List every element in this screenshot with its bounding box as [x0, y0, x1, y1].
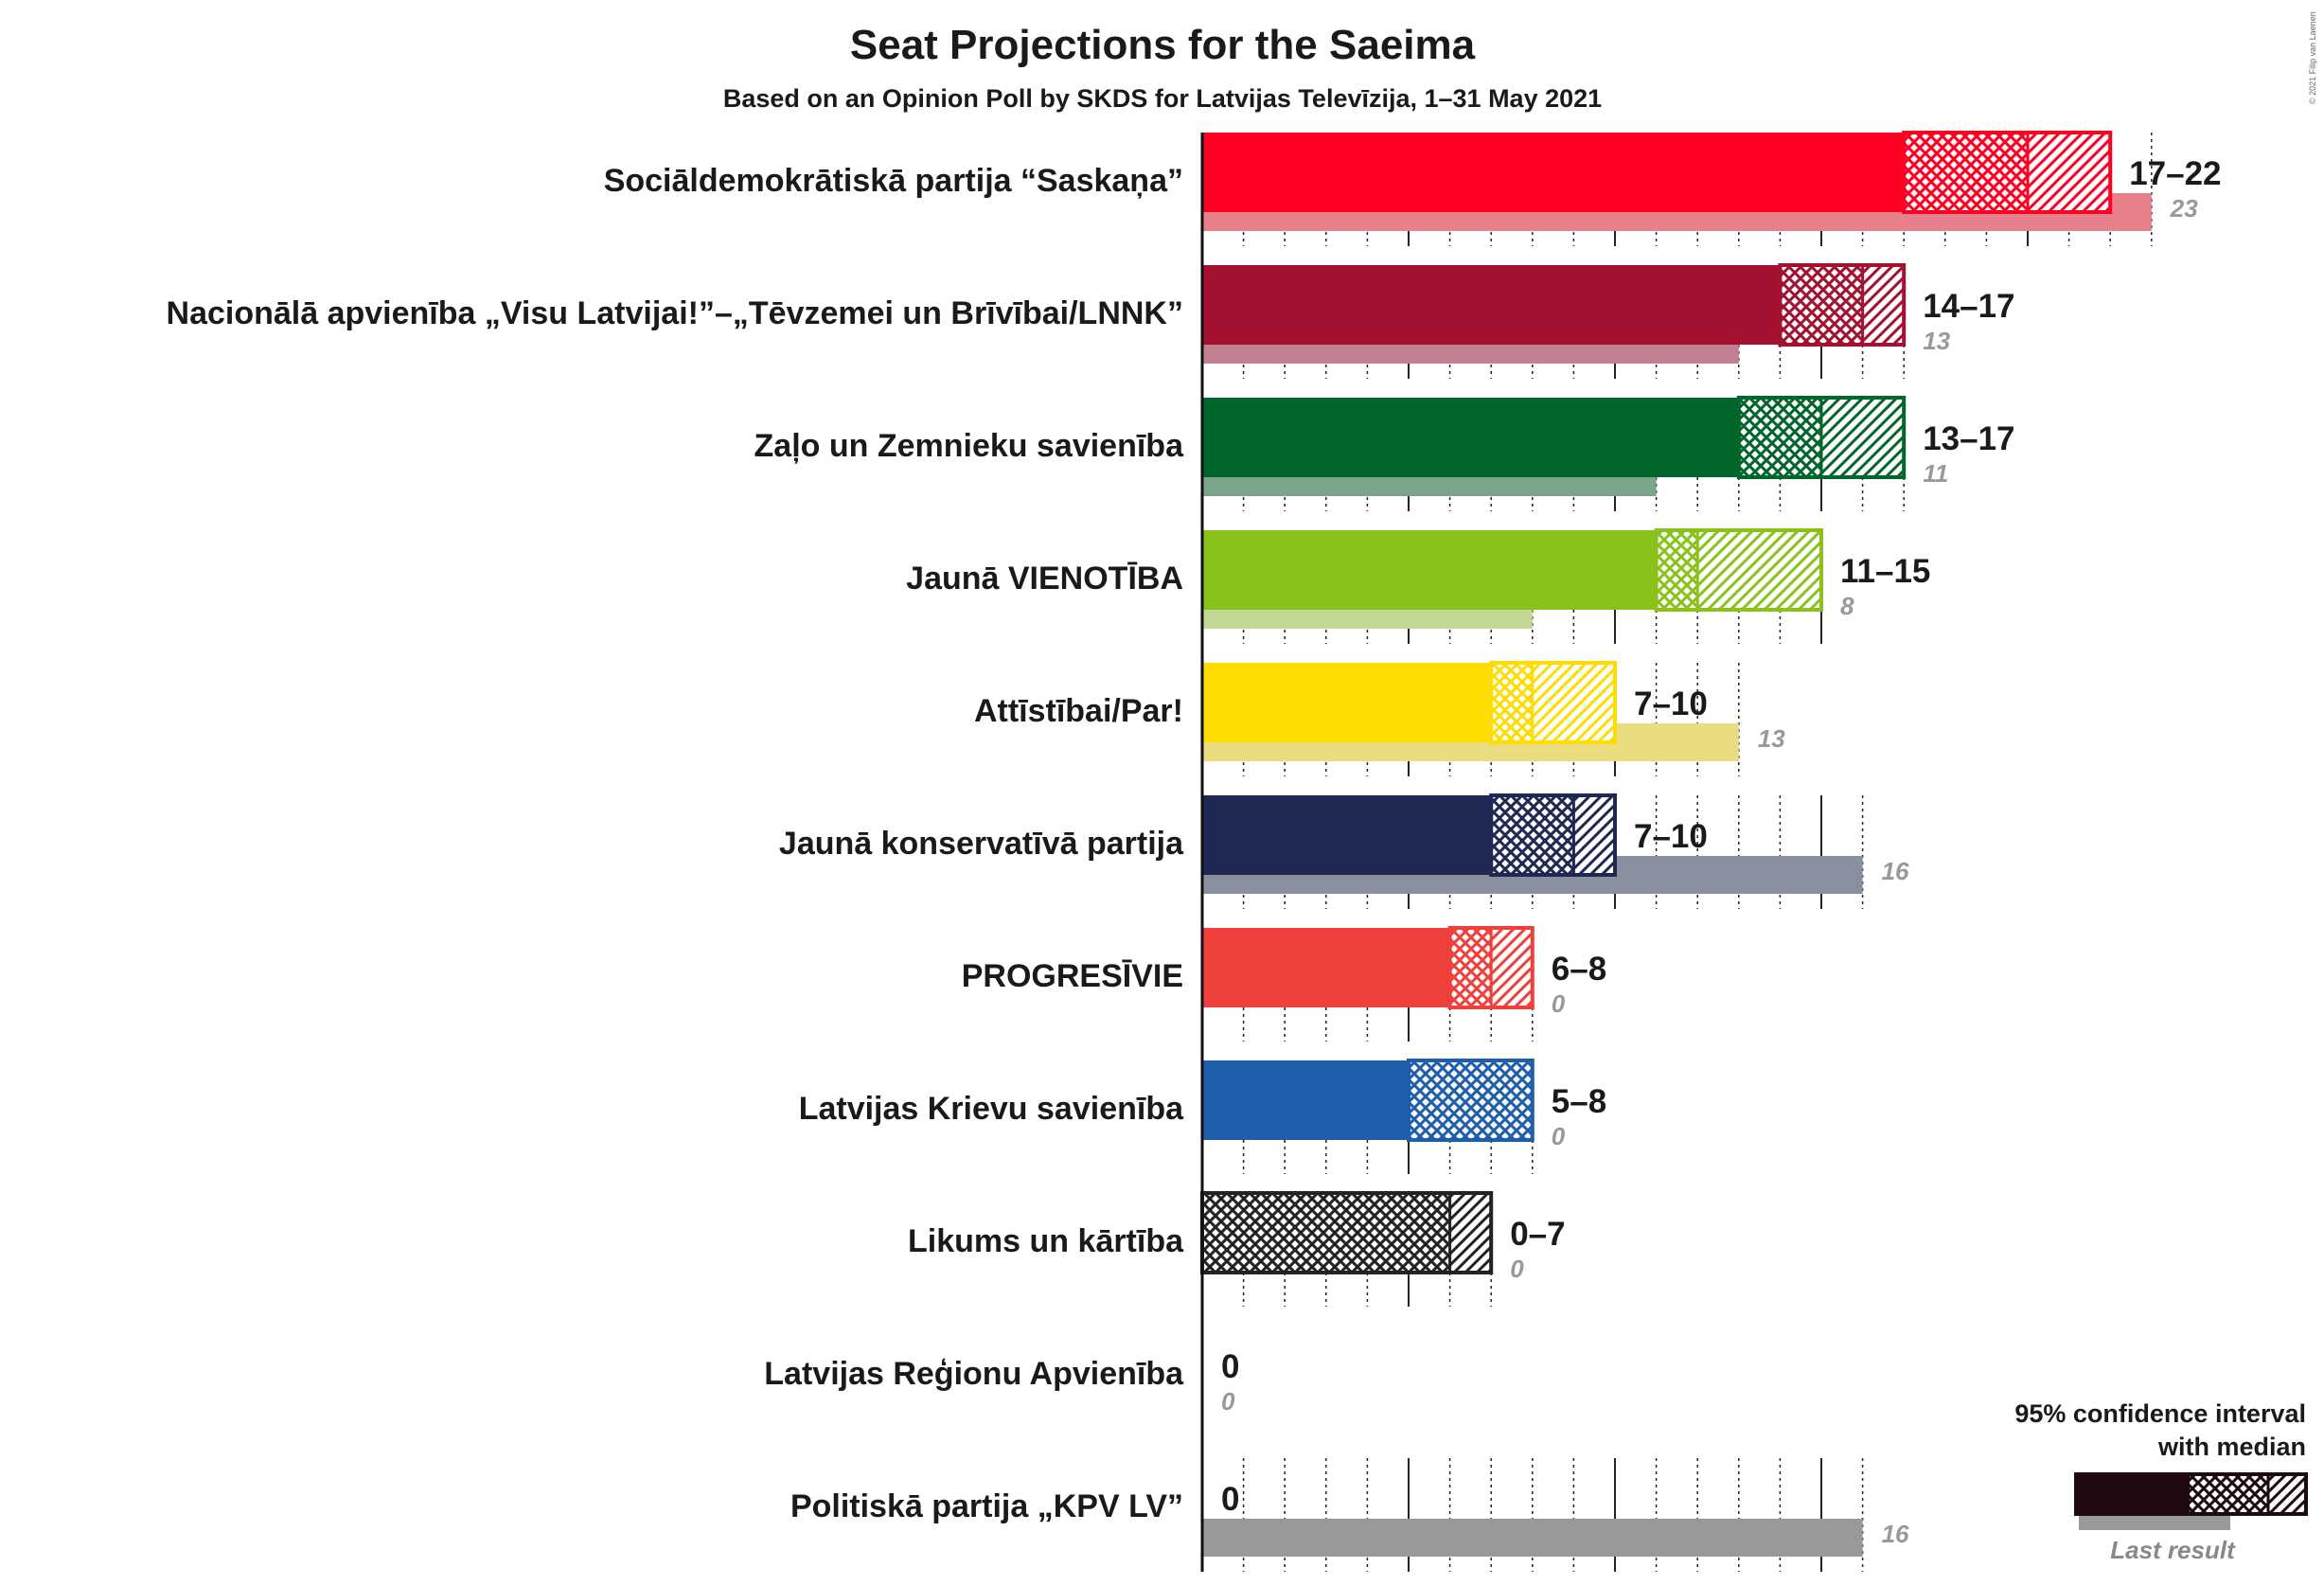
last-result-label: 0: [1552, 1122, 1566, 1150]
last-result-label: 23: [2170, 194, 2198, 223]
bar-crosshatch: [1449, 928, 1492, 1007]
legend-interval-outline: [2074, 1472, 2308, 1516]
confidence-interval-outline: [1902, 131, 2113, 214]
bar-diagonal: [1491, 928, 1533, 1007]
last-result-label: 0: [1221, 1387, 1235, 1416]
bar-crosshatch: [1656, 530, 1698, 610]
chart-title: Seat Projections for the Saeima: [850, 22, 1476, 68]
bar-diagonal: [1821, 398, 1905, 477]
last-result-label: 11: [1923, 459, 1948, 488]
bar-diagonal: [2028, 133, 2111, 212]
bar-solid: [1202, 265, 1781, 345]
range-label: 0–7: [1510, 1216, 1565, 1253]
last-result-label: 0: [1552, 989, 1566, 1018]
last-result-label: 16: [1882, 1520, 1909, 1548]
last-result-label: 8: [1840, 592, 1854, 620]
bar-crosshatch: [1904, 133, 2028, 212]
range-label: 0: [1221, 1481, 1239, 1518]
range-label: 6–8: [1552, 951, 1606, 988]
bar-solid: [1202, 530, 1657, 610]
party-label: Attīstībai/Par!: [974, 693, 1183, 729]
bar-solid: [1202, 663, 1492, 742]
bar-solid: [1202, 928, 1450, 1007]
bar-diagonal: [1573, 795, 1615, 875]
bar-crosshatch: [1738, 398, 1821, 477]
bar-diagonal: [1449, 1193, 1492, 1273]
legend-diagonal-segment: [2268, 1474, 2306, 1514]
bar-solid: [1202, 133, 1905, 212]
confidence-interval-outline: [1654, 528, 1823, 612]
range-label: 14–17: [1923, 288, 2014, 325]
party-label: Likums un kārtība: [908, 1223, 1184, 1259]
last-result-label: 13: [1923, 327, 1950, 355]
bar-diagonal: [1532, 663, 1615, 742]
legend-last-result-label: Last result: [2110, 1536, 2236, 1564]
last-result-label: 0: [1510, 1255, 1524, 1283]
bar-solid: [1202, 795, 1492, 875]
bar-solid: [1202, 1060, 1409, 1140]
bar-diagonal: [1697, 530, 1821, 610]
legend-title-line2: with median: [2157, 1433, 2306, 1461]
legend-title-line1: 95% confidence interval: [2014, 1399, 2306, 1428]
bar-crosshatch: [1491, 663, 1533, 742]
party-label: Nacionālā apvienība „Visu Latvijai!”–„Tē…: [167, 295, 1183, 331]
party-label: Latvijas Krievu savienība: [799, 1091, 1184, 1127]
bar-diagonal: [1862, 265, 1905, 345]
party-label: Jaunā konservatīvā partija: [779, 826, 1184, 862]
bar-crosshatch: [1409, 1060, 1533, 1140]
party-label: Jaunā VIENOTĪBA: [906, 561, 1183, 597]
party-label: Politiskā partija „KPV LV”: [790, 1488, 1183, 1524]
chart-subtitle: Based on an Opinion Poll by SKDS for Lat…: [723, 84, 1602, 113]
plot-area: Sociāldemokrātiskā partija “Saskaņa” 17–2…: [167, 131, 2222, 1572]
legend-solid-segment: [2076, 1474, 2190, 1514]
range-label: 0: [1221, 1348, 1239, 1385]
legend: 95% confidence interval with median Last…: [2014, 1399, 2308, 1564]
last-result-label: 16: [1882, 857, 1909, 885]
bar-crosshatch: [1202, 1193, 1450, 1273]
legend-crosshatch-segment: [2190, 1474, 2268, 1514]
confidence-interval-outline: [1489, 793, 1617, 877]
party-label: Sociāldemokrātiskā partija “Saskaņa”: [604, 163, 1183, 199]
bar-solid: [1202, 398, 1739, 477]
range-label: 7–10: [1634, 686, 1708, 722]
range-label: 17–22: [2129, 155, 2221, 192]
range-label: 11–15: [1840, 553, 1930, 590]
range-label: 13–17: [1923, 420, 2014, 457]
confidence-interval-outline: [1489, 661, 1617, 744]
party-label: PROGRESĪVIE: [962, 958, 1183, 994]
last-result-label: 13: [1758, 724, 1785, 753]
range-label: 7–10: [1634, 818, 1708, 855]
bar-crosshatch: [1491, 795, 1574, 875]
copyright-note: © 2021 Filip van Laenen: [2308, 11, 2317, 104]
party-label: Latvijas Reģionu Apvienība: [764, 1356, 1184, 1392]
party-label: Zaļo un Zemnieku savienība: [754, 428, 1185, 464]
bar-crosshatch: [1780, 265, 1863, 345]
last-result-bar: [1202, 1519, 1863, 1557]
range-label: 5–8: [1552, 1083, 1606, 1120]
confidence-interval-outline: [1778, 263, 1907, 347]
